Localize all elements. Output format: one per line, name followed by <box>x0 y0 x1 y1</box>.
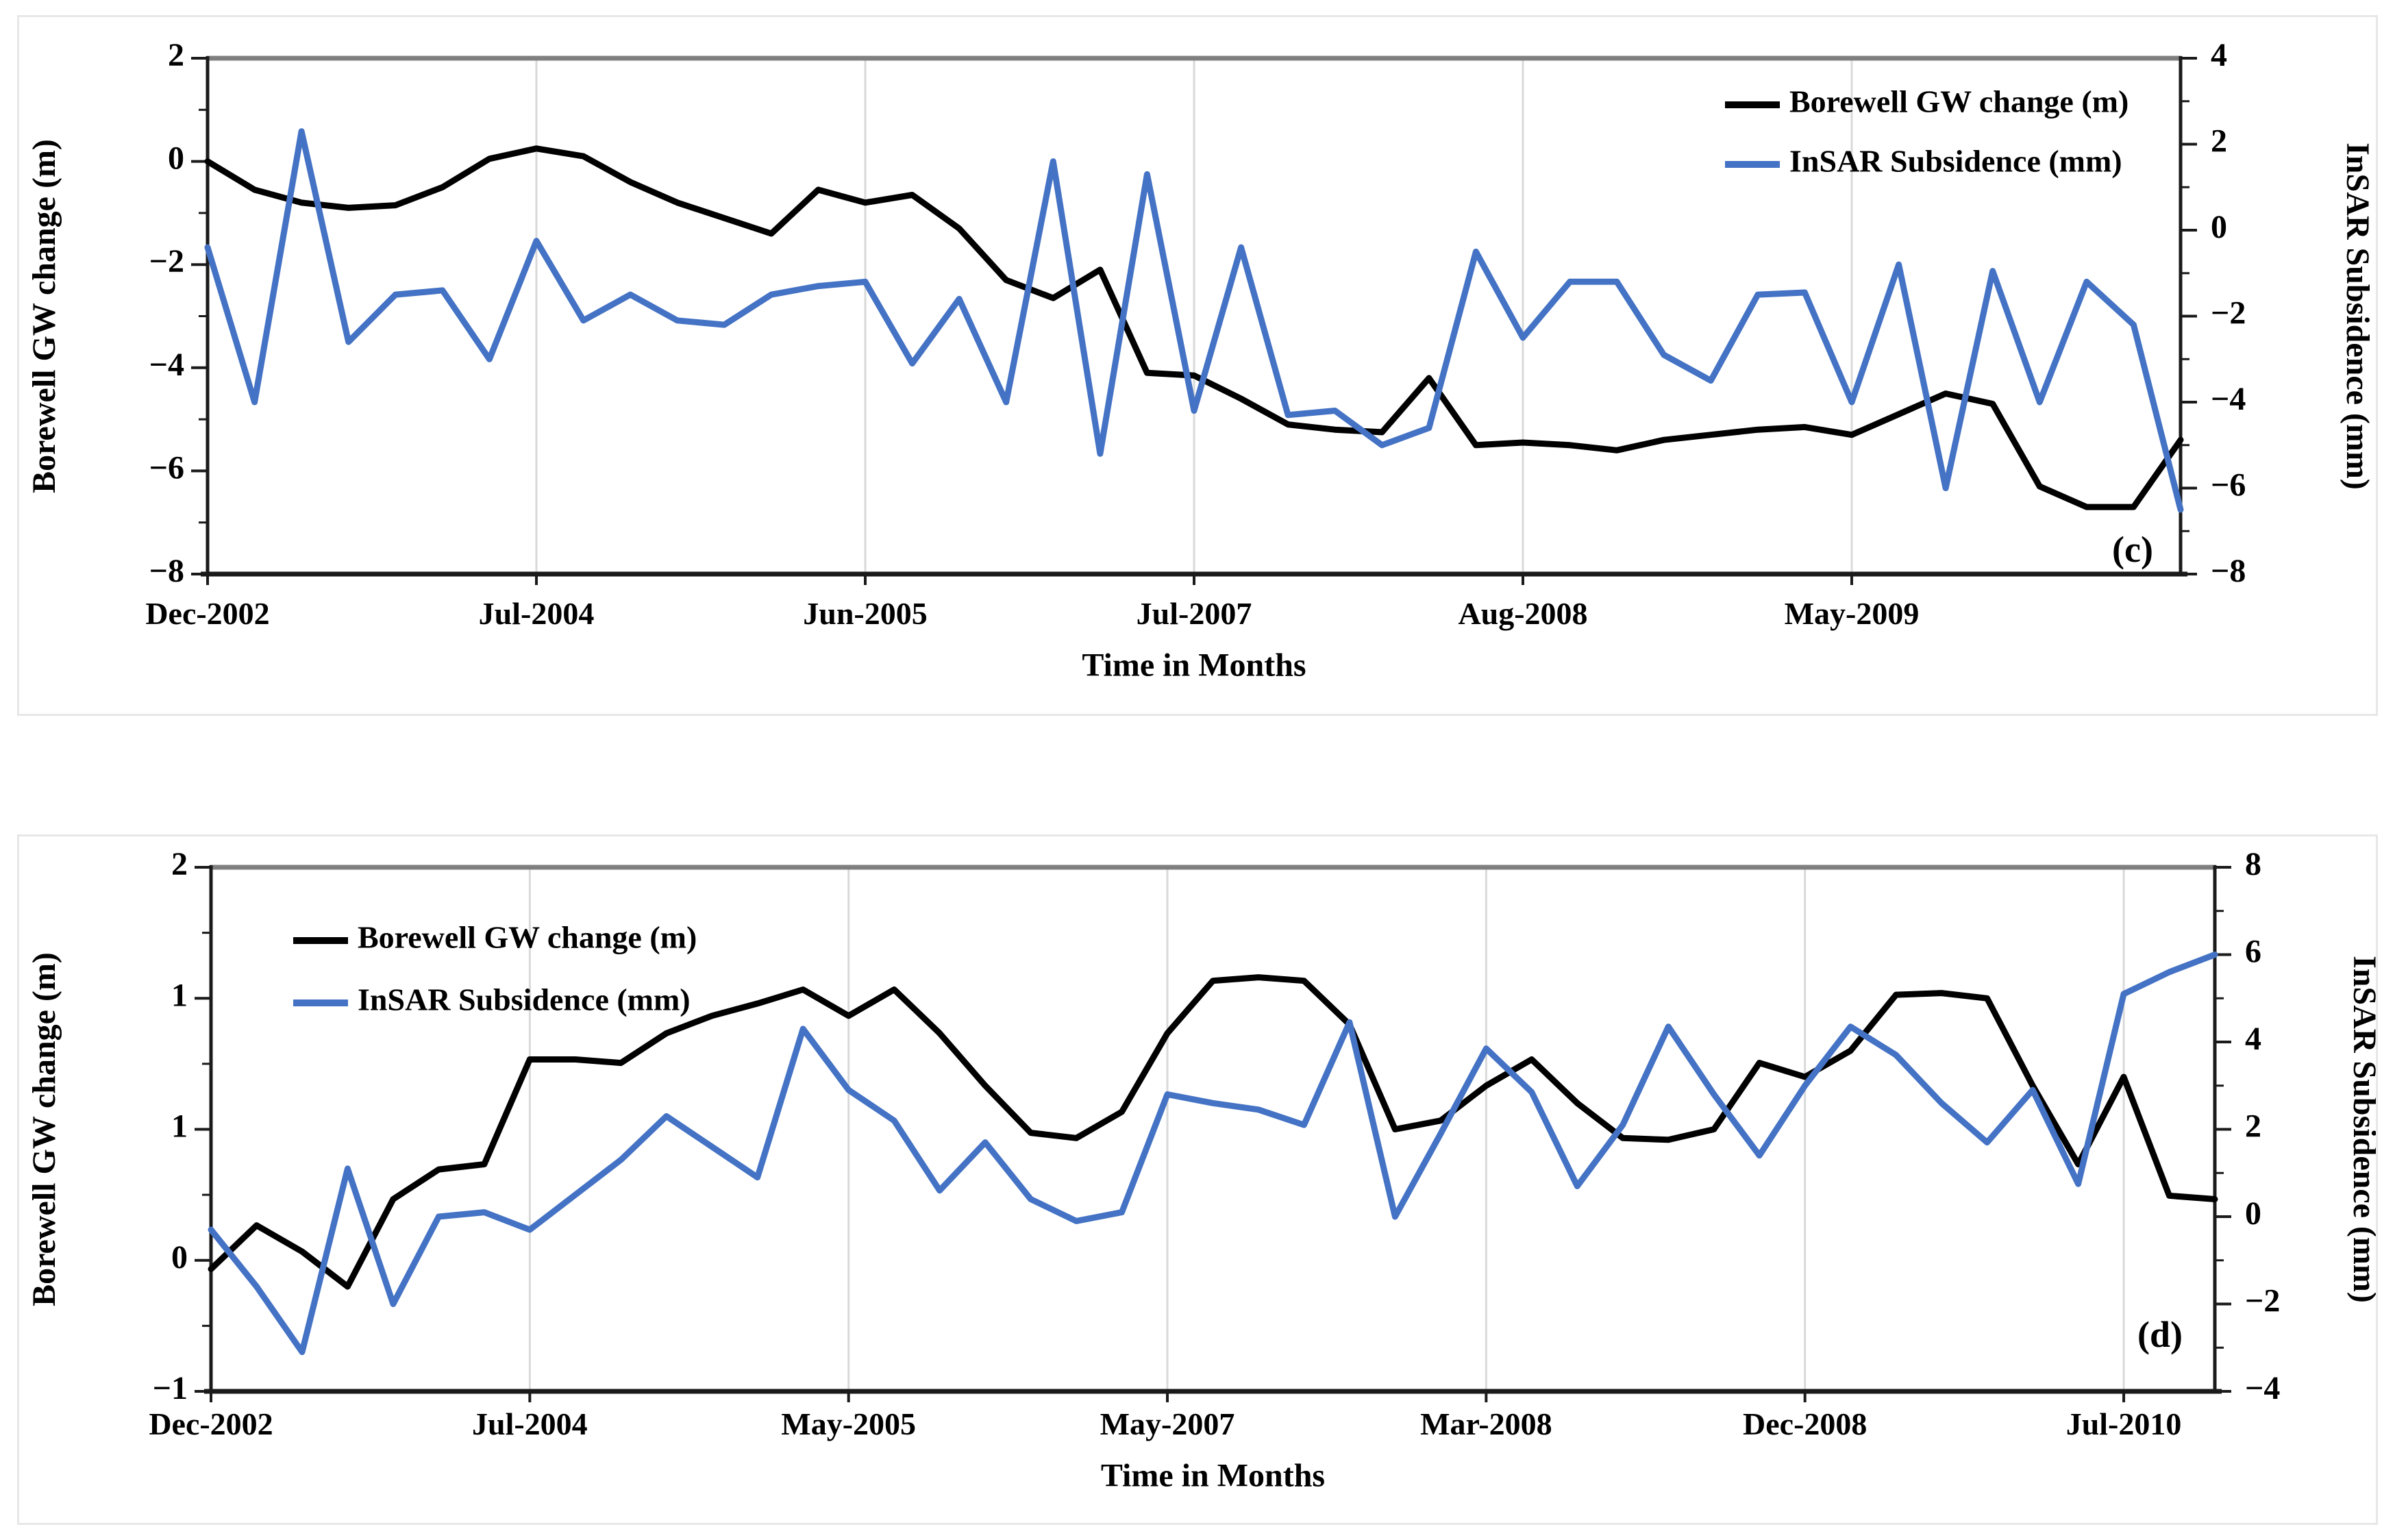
x-axis-tick-label: Jul-2004 <box>479 596 595 631</box>
legend-label: InSAR Subsidence (mm) <box>358 982 691 1017</box>
left-axis-tick-label: 2 <box>171 846 188 882</box>
x-axis-tick-label: Jul-2004 <box>472 1406 588 1441</box>
x-axis-tick-label: Aug-2008 <box>1458 596 1587 631</box>
right-axis-tick-label: 8 <box>2245 846 2261 882</box>
right-axis-tick-label: −6 <box>2211 467 2246 504</box>
x-axis-tick-label: Dec-2002 <box>145 596 269 631</box>
right-axis-tick-label: −2 <box>2245 1283 2280 1319</box>
left-axis-tick-label: −4 <box>149 347 184 383</box>
left-axis-tick-label: 2 <box>168 37 184 73</box>
insar-subsidence-line <box>208 952 2218 1356</box>
legend-label: Borewell GW change (m) <box>1789 84 2129 119</box>
panel-letter-label: (c) <box>2112 529 2153 570</box>
insar-subsidence-line <box>204 128 2184 513</box>
right-axis-tick-label: 4 <box>2245 1021 2261 1057</box>
x-axis-tick-label: May-2009 <box>1785 596 1920 631</box>
panel-chart-c: 2 0 −2 −4 −6 −8 4 2 0 −2 −4 −6 −8 Dec-2002 Jul-2004 Jun… <box>17 15 2378 716</box>
left-axis-title: Borewell GW change (m) <box>26 952 62 1306</box>
right-axis-tick-label: −4 <box>2211 381 2246 417</box>
right-axis-tick-label: −2 <box>2211 295 2246 332</box>
left-axis-title: Borewell GW change (m) <box>26 139 62 493</box>
right-axis-tick-label: 2 <box>2211 123 2227 160</box>
x-axis-tick-label: May-2005 <box>781 1406 916 1441</box>
chart-d-svg: 2 1 1 0 −1 8 6 4 2 0 −2 −4 Dec-2002 Jul-2004 May-2005 M… <box>26 846 2376 1494</box>
legend-label: Borewell GW change (m) <box>358 920 697 955</box>
x-axis-tick-label: Jul-2007 <box>1137 596 1252 631</box>
right-axis-tick-label: 4 <box>2211 37 2227 73</box>
panel-chart-d: 2 1 1 0 −1 8 6 4 2 0 −2 −4 Dec-2002 Jul-2004 May-2005 M… <box>17 834 2378 1525</box>
left-axis-tick-label: 1 <box>171 977 188 1013</box>
left-axis-tick-label: −2 <box>149 243 184 280</box>
right-axis-tick-label: 0 <box>2211 209 2227 245</box>
right-axis-tick-label: 2 <box>2245 1108 2261 1145</box>
x-axis-tick-label: May-2007 <box>1100 1406 1235 1441</box>
panel-letter-label: (d) <box>2137 1314 2183 1355</box>
chart-c-svg: 2 0 −2 −4 −6 −8 4 2 0 −2 −4 −6 −8 Dec-2002 Jul-2004 Jun… <box>26 37 2376 684</box>
legend-label: InSAR Subsidence (mm) <box>1789 144 2122 179</box>
right-axis-tick-label: 6 <box>2245 934 2261 970</box>
left-axis-tick-label: 1 <box>171 1108 188 1145</box>
left-axis-tick-label: 0 <box>168 140 184 177</box>
x-axis-title: Time in Months <box>1101 1458 1325 1494</box>
right-axis-tick-label: −4 <box>2245 1370 2280 1406</box>
x-axis-tick-label: Jun-2005 <box>803 596 927 631</box>
x-axis-tick-label: Dec-2008 <box>1743 1406 1867 1441</box>
left-axis-tick-label: −1 <box>153 1370 188 1406</box>
x-axis-title: Time in Months <box>1082 647 1306 684</box>
right-axis-title: InSAR Subsidence (mm) <box>2346 956 2376 1303</box>
right-axis-tick-label: 0 <box>2245 1195 2261 1232</box>
borewell-gw-line <box>208 974 2218 1290</box>
x-axis-tick-label: Mar-2008 <box>1420 1406 1552 1441</box>
borewell-gw-line <box>204 145 2184 510</box>
left-axis-tick-label: 0 <box>171 1239 188 1276</box>
left-axis-tick-label: −6 <box>149 449 184 486</box>
left-axis-tick-label: −8 <box>149 553 184 589</box>
x-axis-tick-label: Dec-2002 <box>149 1406 273 1441</box>
x-axis-tick-label: Jul-2010 <box>2066 1406 2182 1441</box>
right-axis-tick-label: −8 <box>2211 553 2246 589</box>
right-axis-title: InSAR Subsidence (mm) <box>2340 142 2376 490</box>
